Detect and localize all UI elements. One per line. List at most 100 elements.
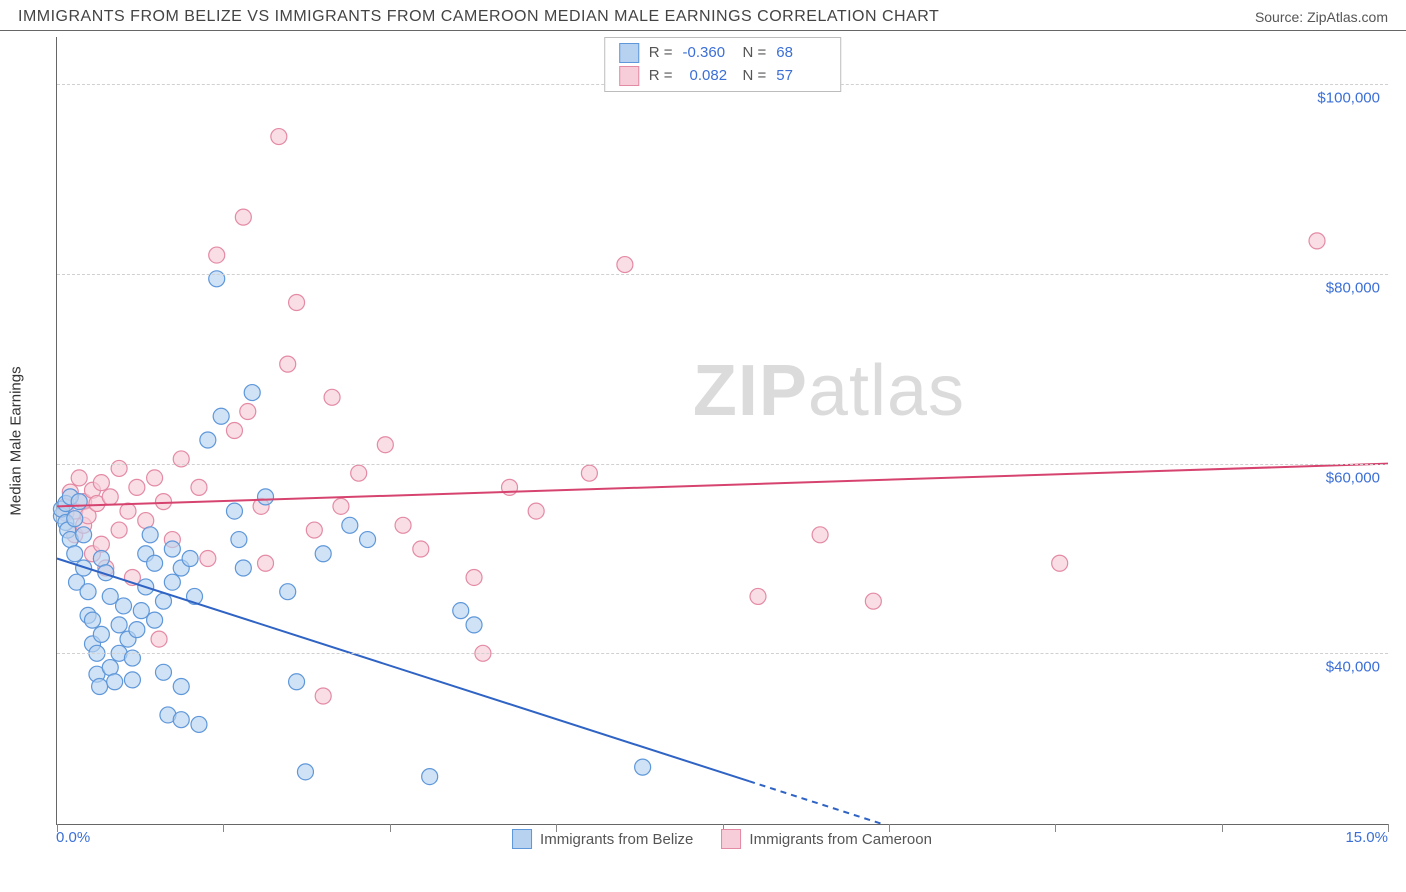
- data-point: [235, 560, 251, 576]
- data-point: [200, 432, 216, 448]
- x-axis-row: 0.0% Immigrants from Belize Immigrants f…: [56, 829, 1388, 851]
- data-point: [240, 404, 256, 420]
- data-point: [413, 541, 429, 557]
- data-point: [129, 479, 145, 495]
- data-point: [111, 617, 127, 633]
- data-point: [258, 489, 274, 505]
- data-point: [617, 257, 633, 273]
- data-point: [93, 475, 109, 491]
- data-point: [200, 551, 216, 567]
- data-point: [147, 612, 163, 628]
- data-point: [138, 513, 154, 529]
- data-point: [258, 555, 274, 571]
- n-value-belize: 68: [776, 42, 826, 65]
- legend-label-cameroon: Immigrants from Cameroon: [749, 831, 932, 848]
- data-point: [635, 759, 651, 775]
- data-point: [581, 465, 597, 481]
- y-tick-label: $80,000: [1326, 280, 1380, 297]
- data-point: [324, 389, 340, 405]
- y-tick-label: $40,000: [1326, 659, 1380, 676]
- data-point: [102, 489, 118, 505]
- data-point: [164, 541, 180, 557]
- data-point: [235, 209, 251, 225]
- data-point: [133, 603, 149, 619]
- chart-header: IMMIGRANTS FROM BELIZE VS IMMIGRANTS FRO…: [0, 0, 1406, 31]
- bottom-legend: Immigrants from Belize Immigrants from C…: [512, 829, 932, 849]
- x-min-label: 0.0%: [56, 829, 90, 846]
- data-point: [244, 385, 260, 401]
- data-point: [315, 546, 331, 562]
- data-point: [209, 247, 225, 263]
- gridline: [57, 653, 1388, 654]
- swatch-belize-icon: [619, 43, 639, 63]
- data-point: [213, 408, 229, 424]
- source-name: ZipAtlas.com: [1307, 9, 1388, 25]
- y-axis-label: Median Male Earnings: [8, 366, 25, 515]
- x-max-label: 15.0%: [1345, 829, 1388, 846]
- data-point: [306, 522, 322, 538]
- data-point: [120, 503, 136, 519]
- data-point: [271, 129, 287, 145]
- data-point: [93, 551, 109, 567]
- data-point: [750, 588, 766, 604]
- data-point: [1052, 555, 1068, 571]
- swatch-cameroon-icon: [721, 829, 741, 849]
- data-point: [812, 527, 828, 543]
- data-point: [173, 712, 189, 728]
- n-label: N =: [743, 65, 767, 88]
- data-point: [102, 660, 118, 676]
- data-point: [142, 527, 158, 543]
- r-label: R =: [649, 42, 673, 65]
- legend-label-belize: Immigrants from Belize: [540, 831, 693, 848]
- data-point: [71, 470, 87, 486]
- swatch-cameroon-icon: [619, 66, 639, 86]
- data-point: [226, 503, 242, 519]
- data-point: [422, 769, 438, 785]
- gridline: [57, 464, 1388, 465]
- plot-svg: [57, 37, 1388, 824]
- data-point: [280, 584, 296, 600]
- data-point: [93, 626, 109, 642]
- data-point: [151, 631, 167, 647]
- gridline: [57, 274, 1388, 275]
- data-point: [289, 674, 305, 690]
- data-point: [164, 574, 180, 590]
- data-point: [453, 603, 469, 619]
- r-value-belize: -0.360: [683, 42, 733, 65]
- data-point: [155, 664, 171, 680]
- data-point: [333, 498, 349, 514]
- legend-item-belize: Immigrants from Belize: [512, 829, 693, 849]
- data-point: [155, 494, 171, 510]
- stats-row-belize: R = -0.360 N = 68: [619, 42, 827, 65]
- data-point: [191, 716, 207, 732]
- data-point: [342, 517, 358, 533]
- data-point: [351, 465, 367, 481]
- data-point: [67, 511, 83, 527]
- data-point: [93, 536, 109, 552]
- data-point: [395, 517, 411, 533]
- n-value-cameroon: 57: [776, 65, 826, 88]
- x-tick: [1388, 824, 1389, 832]
- data-point: [191, 479, 207, 495]
- data-point: [297, 764, 313, 780]
- chart-title: IMMIGRANTS FROM BELIZE VS IMMIGRANTS FRO…: [18, 8, 939, 26]
- data-point: [102, 588, 118, 604]
- data-point: [71, 494, 87, 510]
- swatch-belize-icon: [512, 829, 532, 849]
- data-point: [67, 546, 83, 562]
- stats-legend: R = -0.360 N = 68 R = 0.082 N = 57: [604, 37, 842, 92]
- data-point: [80, 584, 96, 600]
- data-point: [865, 593, 881, 609]
- data-point: [377, 437, 393, 453]
- data-point: [76, 527, 92, 543]
- data-point: [280, 356, 296, 372]
- data-point: [1309, 233, 1325, 249]
- data-point: [84, 612, 100, 628]
- legend-item-cameroon: Immigrants from Cameroon: [721, 829, 932, 849]
- data-point: [129, 622, 145, 638]
- data-point: [116, 598, 132, 614]
- data-point: [289, 294, 305, 310]
- data-point: [124, 672, 140, 688]
- regression-line: [749, 781, 882, 824]
- data-point: [182, 551, 198, 567]
